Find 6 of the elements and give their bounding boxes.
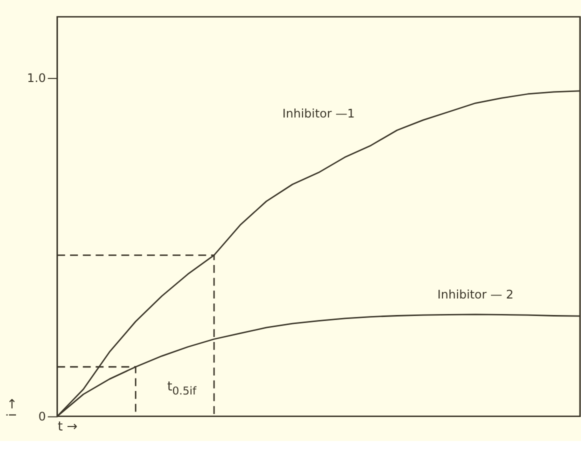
- text: Inhibitor —1: [282, 106, 355, 120]
- y-tick-label: 1.0: [27, 71, 46, 86]
- y-axis-title: i →: [5, 398, 20, 417]
- y-tick-label: 0: [38, 410, 46, 424]
- x-axis-title: t →: [58, 420, 78, 435]
- series-label: Inhibitor — 2: [437, 288, 514, 302]
